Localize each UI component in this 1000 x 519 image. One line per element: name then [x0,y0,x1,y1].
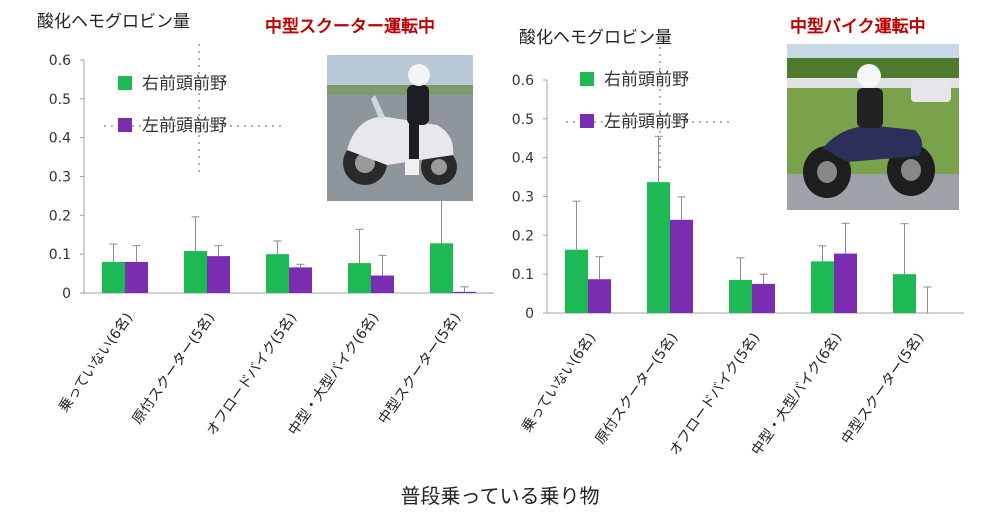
y-tick-label: 0.4 [512,151,534,167]
y-tick-label: 0.2 [49,208,71,224]
bar-left [834,253,857,313]
legend-swatch [118,118,132,132]
y-tick-label: 0.1 [49,247,71,263]
bar-right [102,261,125,293]
bar-right [184,251,207,293]
legend-swatch [580,114,594,128]
y-tick-label: 0 [62,286,71,302]
y-tick-label: 0.6 [512,73,534,89]
scooter-photo [327,55,473,201]
bar-right [430,243,453,293]
x-tick-label: 中型スクーター(5名) [376,310,465,427]
bar-right [729,279,752,313]
y-tick-label: 0.2 [512,228,534,244]
bar-right [811,261,834,313]
y-tick-label: 0.3 [512,190,534,206]
bar-right [893,274,916,313]
y-tick-label: 0.3 [49,170,71,186]
x-tick-label: オフロードバイク(5名) [204,310,301,438]
bar-right [348,263,371,293]
chart-title: 酸化ヘモグロビン量 [519,28,672,48]
legend-swatch [118,76,132,90]
x-tick-label: 原付スクーター(5名) [593,330,682,447]
legend-swatch [580,72,594,86]
y-tick-label: 0.1 [512,267,534,283]
y-tick-label: 0.5 [49,92,71,108]
bar-left [289,267,312,293]
bar-left [588,279,611,313]
bar-left [752,283,775,313]
y-tick-label: 0.5 [512,112,534,128]
bar-left [670,219,693,313]
legend-label: 左前頭前野 [142,116,227,136]
x-tick-label: 乗っていない(6名) [519,330,599,435]
bar-left [371,275,394,293]
bar-right [266,254,289,293]
legend-label: 右前頭前野 [604,70,689,90]
y-tick-label: 0.4 [49,131,71,147]
x-tick-label: 中型・大型バイク(6名) [749,330,846,458]
x-tick-label: オフロードバイク(5名) [667,330,764,458]
bar-right [565,249,588,313]
x-tick-label: 乗っていない(6名) [56,310,136,415]
bar-left [453,291,476,293]
chart-title: 酸化ヘモグロビン量 [37,12,190,32]
bar-left [207,256,230,293]
condition-label: 中型スクーター運転中 [265,16,435,37]
x-tick-label: 原付スクーター(5名) [130,310,219,427]
legend-label: 右前頭前野 [142,74,227,94]
motorcycle-photo [787,44,959,210]
x-tick-label: 中型スクーター(5名) [839,330,928,447]
y-tick-label: 0.6 [49,53,71,69]
y-tick-label: 0 [525,306,534,322]
x-axis-title: 普段乗っている乗り物 [400,484,600,508]
bar-right [647,182,670,313]
legend-label: 左前頭前野 [604,112,689,132]
condition-label: 中型バイク運転中 [790,16,926,37]
x-tick-label: 中型・大型バイク(6名) [286,310,383,438]
bar-left [125,261,148,293]
